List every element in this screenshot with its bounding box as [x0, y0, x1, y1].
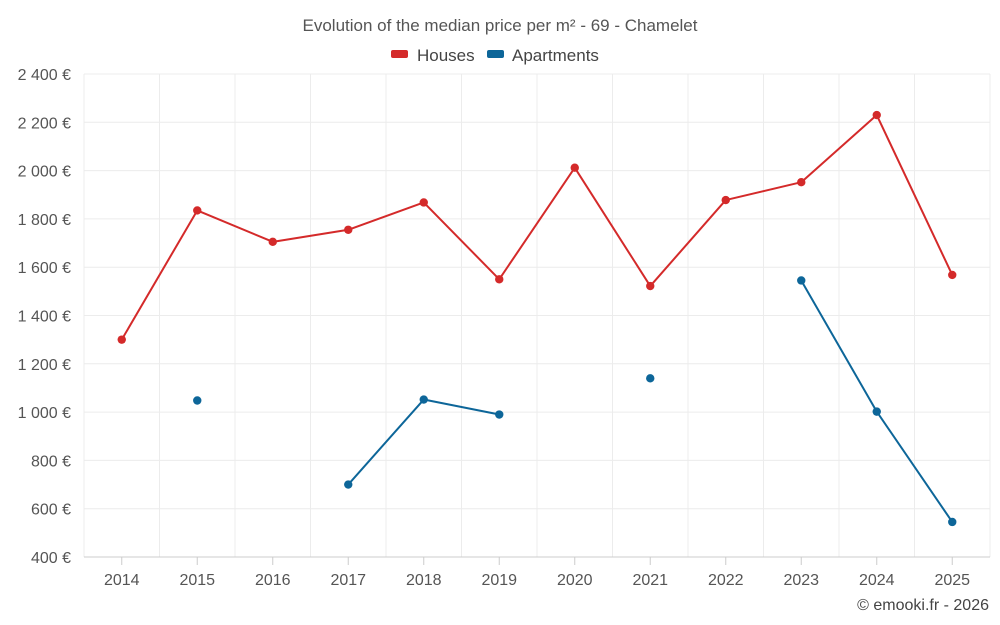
y-tick-label: 2 400 € [18, 67, 71, 84]
x-tick-label: 2023 [783, 572, 819, 589]
legend-swatch-apartments [487, 50, 504, 58]
data-point-apartments-2018[interactable] [419, 395, 428, 404]
data-point-apartments-2015[interactable] [193, 396, 202, 405]
legend-item-houses[interactable]: Houses [391, 46, 475, 65]
y-tick-label: 2 200 € [18, 115, 71, 132]
data-point-houses-2025[interactable] [948, 270, 957, 280]
data-point-apartments-2021[interactable] [646, 374, 655, 383]
data-point-houses-2018[interactable] [419, 198, 428, 207]
x-tick-label: 2024 [859, 572, 895, 589]
y-tick-label: 1 000 € [18, 405, 71, 422]
plot-area [117, 110, 957, 527]
data-point-houses-2017[interactable] [344, 225, 353, 234]
data-point-houses-2021[interactable] [646, 281, 655, 291]
legend: Houses Apartments [391, 46, 599, 65]
y-tick-label: 1 800 € [18, 212, 71, 229]
data-point-apartments-2017[interactable] [344, 480, 353, 489]
data-point-apartments-2023[interactable] [797, 276, 806, 285]
x-tick-label: 2017 [330, 572, 366, 589]
data-point-houses-2024[interactable] [872, 110, 881, 120]
x-tick-label: 2014 [104, 572, 140, 589]
legend-swatch-houses [391, 50, 408, 58]
x-tick-label: 2016 [255, 572, 291, 589]
data-point-houses-2015[interactable] [193, 206, 202, 215]
credit-text: © emooki.fr - 2026 [857, 597, 989, 614]
data-point-houses-2022[interactable] [721, 195, 730, 205]
y-tick-label: 1 600 € [18, 260, 71, 277]
x-tick-label: 2020 [557, 572, 593, 589]
legend-label-apartments: Apartments [512, 46, 599, 65]
data-point-houses-2016[interactable] [268, 237, 277, 247]
legend-label-houses: Houses [417, 46, 475, 65]
x-tick-label: 2019 [481, 572, 517, 589]
x-tick-label: 2022 [708, 572, 744, 589]
y-tick-label: 1 400 € [18, 309, 71, 326]
data-point-houses-2023[interactable] [797, 177, 806, 187]
data-point-houses-2020[interactable] [570, 163, 579, 172]
x-tick-label: 2018 [406, 572, 442, 589]
data-point-apartments-2025[interactable] [948, 517, 957, 527]
x-tick-label: 2025 [934, 572, 970, 589]
data-point-houses-2014[interactable] [117, 335, 126, 344]
data-point-houses-2019[interactable] [495, 275, 504, 284]
series-line-apartments [800, 279, 954, 523]
y-tick-label: 600 € [31, 502, 71, 519]
grid [83, 73, 991, 557]
legend-item-apartments[interactable]: Apartments [487, 46, 599, 65]
x-axis: 2014 2015 2016 2017 2018 2019 2020 2021 2022 2023… [84, 556, 990, 589]
y-tick-label: 1 200 € [18, 357, 71, 374]
series-line-houses [120, 114, 954, 341]
y-tick-label: 400 € [31, 550, 71, 567]
chart-title: Evolution of the median price per m² - 6… [303, 16, 698, 35]
y-tick-label: 800 € [31, 453, 71, 470]
data-point-apartments-2019[interactable] [495, 410, 504, 419]
y-tick-label: 2 000 € [18, 164, 71, 181]
data-point-apartments-2024[interactable] [872, 407, 881, 416]
y-axis: 400 € 600 € 800 € 1 000 € 1 200 € 1 400 € 1 60… [18, 67, 71, 567]
x-tick-label: 2015 [179, 572, 215, 589]
x-tick-label: 2021 [632, 572, 668, 589]
